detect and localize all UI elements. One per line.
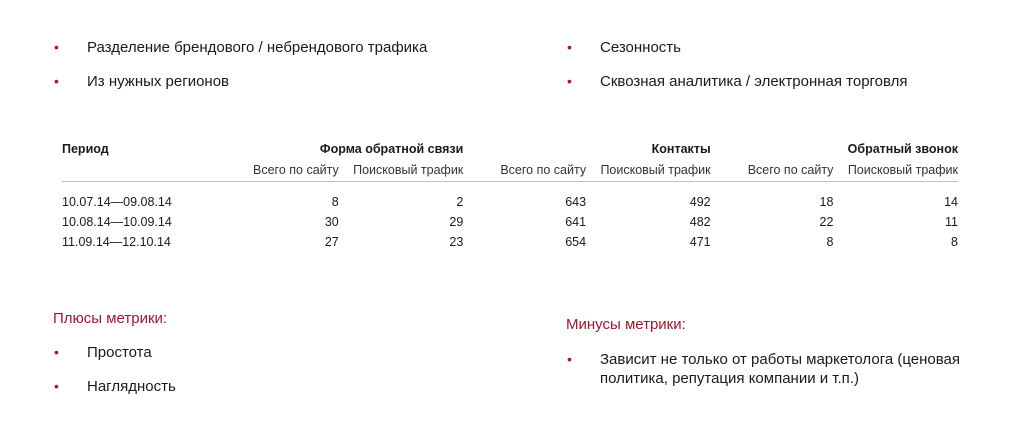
value-cell: 643	[565, 195, 587, 209]
value-cell: 27	[324, 235, 339, 249]
bullet-dot-icon: •	[567, 73, 572, 89]
table-subheader-row: Всего по сайту Поисковый трафик Всего по…	[62, 159, 958, 182]
period-cell: 10.07.14—09.08.14	[62, 195, 172, 209]
bullet-text: Из нужных регионов	[87, 73, 230, 90]
group-header-contacts: Контакты	[651, 142, 711, 156]
cons-title: Минусы метрики:	[566, 316, 686, 333]
bullet-item: • Сезонность	[567, 38, 908, 57]
cons-bullet-list: • Зависит не только от работы маркетолога…	[567, 350, 990, 388]
metrics-table: Период Форма обратной связи Контакты Обр…	[62, 139, 958, 252]
value-cell: 654	[565, 235, 587, 249]
value-cell: 641	[565, 215, 587, 229]
pros-title: Плюсы метрики:	[53, 310, 168, 327]
subheader-cell: Всего по сайту	[253, 163, 339, 177]
table-row: 11.09.14—12.10.14 27 23 654 471 8 8	[62, 232, 958, 252]
value-cell: 22	[819, 215, 834, 229]
value-cell: 471	[689, 235, 711, 249]
subheader-cell: Поисковый трафик	[353, 163, 464, 177]
bullet-text: Сквозная аналитика / электронная торговл…	[600, 73, 908, 90]
value-cell: 8	[331, 195, 339, 209]
subheader-cell: Поисковый трафик	[847, 163, 958, 177]
bullet-text: Сезонность	[600, 39, 681, 56]
period-header: Период	[62, 142, 109, 156]
bullet-dot-icon: •	[54, 378, 59, 394]
table-divider	[62, 181, 958, 192]
value-cell: 11	[945, 215, 958, 229]
value-cell: 492	[689, 195, 711, 209]
subheader-cell: Всего по сайту	[500, 163, 587, 177]
value-cell: 18	[819, 195, 834, 209]
bullet-dot-icon: •	[567, 39, 572, 55]
group-header-feedback-form: Форма обратной связи	[319, 142, 464, 156]
period-cell: 11.09.14—12.10.14	[62, 235, 171, 249]
bullet-text: Простота	[87, 344, 152, 361]
table-row: 10.08.14—10.09.14 30 29 641 482 22 11	[62, 212, 958, 232]
table-group-header-row: Период Форма обратной связи Контакты Обр…	[62, 139, 958, 159]
value-cell: 23	[449, 235, 464, 249]
bullet-item: • Зависит не только от работы маркетолога…	[567, 350, 990, 388]
top-right-bullet-list: • Сезонность • Сквозная аналитика / электр…	[567, 38, 908, 91]
bullet-dot-icon: •	[54, 73, 59, 89]
table-row: 10.07.14—09.08.14 8 2 643 492 18 14	[62, 192, 958, 212]
bullet-text: Наглядность	[87, 378, 176, 395]
bullet-item: • Из нужных регионов	[54, 72, 427, 91]
period-cell: 10.08.14—10.09.14	[62, 215, 172, 229]
bullet-item: • Разделение брендового / небрендового тр…	[54, 38, 428, 57]
value-cell: 482	[689, 215, 711, 229]
bullet-text: Разделение брендового / небрендового тра…	[87, 39, 428, 56]
value-cell: 29	[449, 215, 464, 229]
top-left-bullet-list: • Разделение брендового / небрендового тр…	[54, 38, 428, 91]
subheader-cell: Всего по сайту	[747, 163, 834, 177]
bullet-item: • Сквозная аналитика / электронная торгов…	[567, 72, 908, 91]
value-cell: 14	[944, 195, 958, 209]
bullet-text: Зависит не только от работы маркетолога …	[600, 351, 960, 387]
value-cell: 30	[324, 215, 339, 229]
bullet-item: • Простота	[54, 343, 176, 362]
bullet-item: • Наглядность	[54, 377, 176, 396]
pros-bullet-list: • Простота • Наглядность	[54, 343, 176, 396]
value-cell: 8	[826, 235, 834, 249]
bullet-dot-icon: •	[54, 344, 59, 360]
group-header-callback: Обратный звонок	[847, 142, 958, 156]
value-cell: 8	[951, 235, 958, 249]
value-cell: 2	[456, 195, 464, 209]
subheader-empty	[62, 159, 216, 182]
bullet-dot-icon: •	[54, 39, 59, 55]
bullet-dot-icon: •	[567, 351, 572, 367]
subheader-cell: Поисковый трафик	[600, 163, 711, 177]
